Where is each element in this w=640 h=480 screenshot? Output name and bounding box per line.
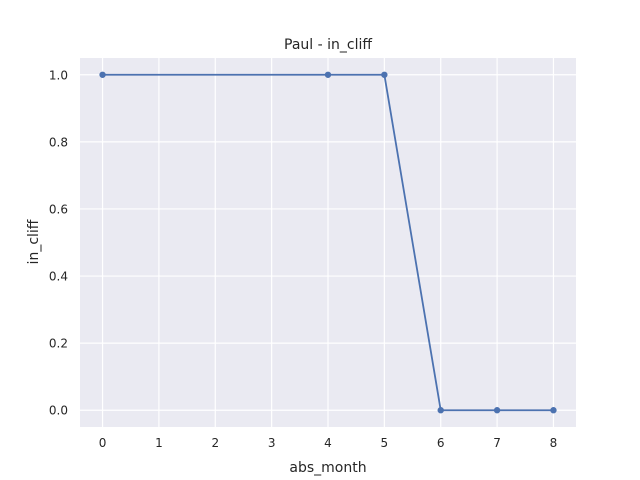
x-tick-label: 5 — [381, 436, 389, 450]
x-tick-label: 7 — [493, 436, 501, 450]
data-point — [324, 71, 332, 78]
y-tick-label: 1.0 — [49, 68, 68, 82]
y-tick-label: 0.0 — [49, 404, 68, 418]
x-tick-label: 2 — [211, 436, 219, 450]
x-tick-label: 0 — [99, 436, 107, 450]
y-tick-label: 0.4 — [49, 270, 68, 284]
data-point — [437, 407, 444, 414]
x-tick-label: 1 — [155, 436, 163, 450]
x-axis: 0 1 2 3 4 5 6 7 8 — [99, 436, 558, 450]
x-axis-label: abs_month — [289, 460, 366, 476]
data-point — [99, 71, 106, 78]
series-line — [102, 73, 554, 412]
y-axis-label: in_cliff — [26, 219, 42, 264]
chart-title: Paul - in_cliff — [284, 37, 372, 53]
data-point — [493, 407, 501, 414]
x-tick-label: 8 — [550, 436, 558, 450]
y-tick-label: 0.6 — [49, 202, 68, 216]
x-tick-label: 3 — [268, 436, 276, 450]
y-axis: 0.0 0.2 0.4 0.6 0.8 1.0 — [49, 68, 68, 417]
y-tick-label: 0.2 — [49, 337, 68, 351]
series-layer — [99, 71, 557, 414]
data-point — [550, 407, 557, 414]
data-point — [381, 71, 388, 78]
y-tick-label: 0.8 — [49, 135, 68, 149]
x-tick-label: 4 — [324, 436, 332, 450]
x-tick-label: 6 — [437, 436, 445, 450]
